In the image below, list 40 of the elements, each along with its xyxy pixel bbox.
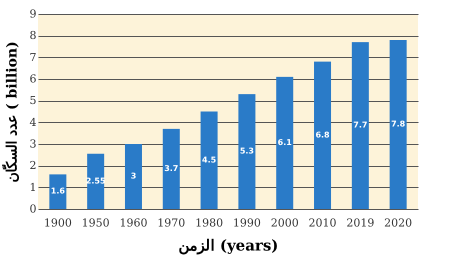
- data-label: 3: [130, 172, 136, 180]
- data-label: 7.8: [391, 120, 406, 128]
- data-label: 6.8: [315, 130, 330, 140]
- x-tick-label: 1960: [119, 216, 148, 230]
- data-label: 3.7: [164, 164, 178, 173]
- y-axis-title: عدد السكّان ( billion): [2, 41, 20, 183]
- y-tick-label: 8: [30, 29, 36, 42]
- y-tick-label: 4: [30, 116, 36, 129]
- y-tick-label: 2: [30, 159, 36, 172]
- x-tick-label: 2020: [384, 216, 412, 230]
- x-tick-label: 2000: [270, 216, 299, 230]
- bar: [162, 128, 180, 209]
- y-tick-label: 7: [30, 50, 36, 64]
- x-tick-label: 1980: [195, 216, 224, 230]
- bar: [390, 40, 407, 209]
- x-tick-label: 2010: [308, 216, 337, 230]
- y-tick-label: 9: [30, 8, 36, 20]
- bar: [314, 62, 332, 209]
- data-label: 7.7: [353, 120, 368, 130]
- bar: [352, 42, 369, 209]
- x-axis-title: الزمن (years): [178, 236, 278, 254]
- x-tick-label: 1970: [157, 216, 186, 230]
- y-tick-label: 1: [30, 180, 36, 194]
- bar: [200, 112, 218, 209]
- y-tick-label: 6: [30, 72, 36, 86]
- data-label: 6.1: [278, 138, 292, 147]
- y-tick-label: 5: [30, 94, 36, 108]
- x-tick-label: 1990: [232, 216, 261, 230]
- bar: [238, 94, 256, 209]
- data-label: 5.3: [240, 146, 254, 156]
- x-tick-label: 2019: [346, 216, 374, 230]
- bar: [49, 174, 66, 209]
- bar: [276, 76, 294, 209]
- x-tick-label: 1950: [82, 216, 110, 230]
- bar: [124, 144, 142, 209]
- x-tick-label: 1900: [44, 216, 72, 230]
- data-label: 4.5: [202, 155, 217, 164]
- y-tick-label: 3: [30, 138, 36, 150]
- y-tick-label: 0: [30, 202, 36, 216]
- data-label: 1.6: [50, 186, 66, 196]
